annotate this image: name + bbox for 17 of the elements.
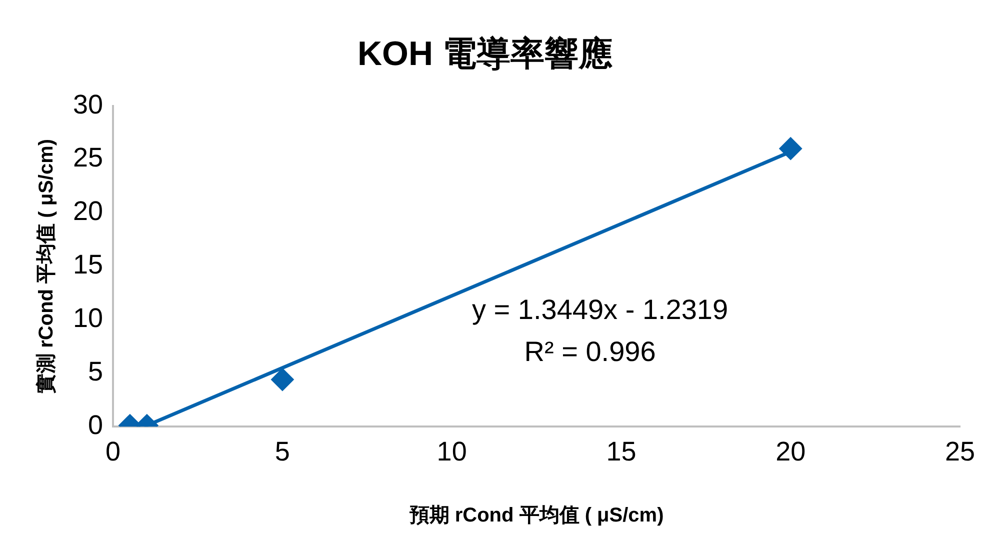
y-tick-label: 10 xyxy=(72,303,104,334)
y-tick-label: 30 xyxy=(72,89,104,120)
y-tick-label: 5 xyxy=(88,356,104,387)
x-tick-label: 10 xyxy=(436,436,467,466)
annotation: y = 1.3449x - 1.2319 xyxy=(472,294,728,325)
x-axis-title: 預期 rCond 平均值 ( μS/cm) xyxy=(408,504,664,527)
y-axis-title: 實測 rCond 平均值 ( μS/cm) xyxy=(34,138,58,394)
annotation: R² = 0.996 xyxy=(524,336,656,367)
y-tick-label: 15 xyxy=(72,250,104,280)
x-tick-label: 25 xyxy=(944,436,976,466)
y-tick-label: 25 xyxy=(72,142,104,173)
chart-title: KOH 電導率響應 xyxy=(358,34,612,73)
x-tick-label: 20 xyxy=(776,436,806,466)
x-tick-label: 15 xyxy=(606,436,636,466)
y-tick-label: 0 xyxy=(88,410,104,440)
y-tick-label: 20 xyxy=(72,196,104,226)
x-tick-label: 5 xyxy=(274,436,290,466)
